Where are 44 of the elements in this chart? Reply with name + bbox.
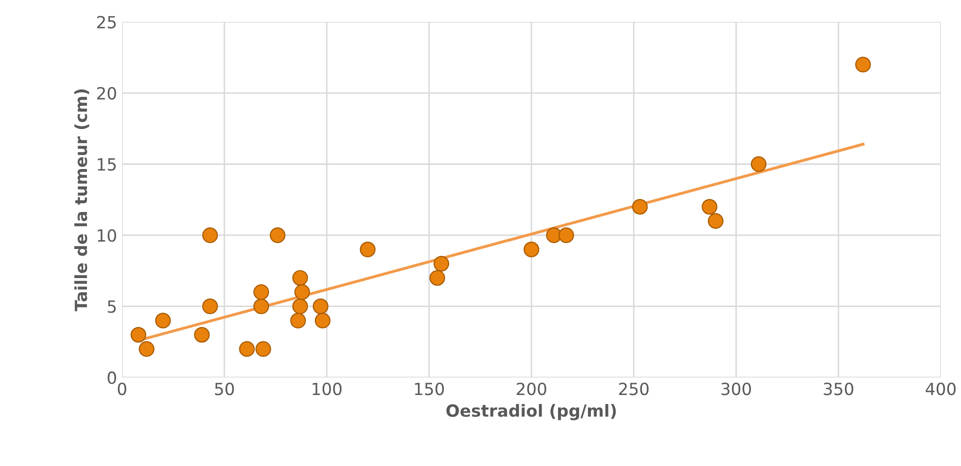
point — [360, 242, 376, 258]
point — [702, 198, 718, 215]
x-tick-label: 0 — [118, 382, 126, 396]
y-tick-label: 0 — [108, 371, 116, 384]
x-axis-title: Oestradiol (pg/ml) — [446, 404, 616, 420]
x-tick-label: 100 — [312, 382, 342, 396]
point — [138, 341, 154, 357]
x-tick-label: 400 — [926, 382, 956, 396]
point — [292, 298, 308, 314]
y-tick-label: 20 — [97, 86, 116, 100]
point — [524, 242, 540, 258]
x-tick-label: 50 — [215, 382, 234, 396]
y-tick-label: 15 — [98, 158, 116, 171]
point — [202, 298, 218, 314]
point — [292, 270, 308, 286]
point — [290, 312, 306, 328]
point — [429, 270, 446, 286]
point — [708, 213, 724, 229]
point — [202, 227, 218, 244]
point — [130, 326, 146, 343]
y-axis-title: Taille de la tumeur (cm) — [74, 89, 90, 312]
point — [632, 198, 648, 215]
x-tick-label: 250 — [619, 382, 649, 396]
y-tick-label: 25 — [97, 16, 116, 28]
x-tick-label: 150 — [415, 382, 444, 396]
point — [434, 256, 450, 272]
y-tick-label: 5 — [108, 300, 116, 313]
point — [253, 298, 270, 314]
point — [253, 284, 270, 300]
point — [194, 326, 210, 343]
y-tick-label: 10 — [98, 229, 116, 242]
point — [270, 227, 286, 244]
point — [255, 341, 272, 357]
point — [750, 156, 766, 172]
point — [155, 312, 171, 328]
point — [558, 227, 574, 244]
point — [314, 312, 330, 328]
x-tick-label: 300 — [721, 382, 751, 396]
point — [312, 298, 328, 314]
x-tick-label: 350 — [824, 382, 854, 396]
x-tick-label: 200 — [516, 382, 546, 396]
point — [855, 56, 871, 72]
point — [239, 341, 255, 357]
point — [294, 284, 310, 300]
